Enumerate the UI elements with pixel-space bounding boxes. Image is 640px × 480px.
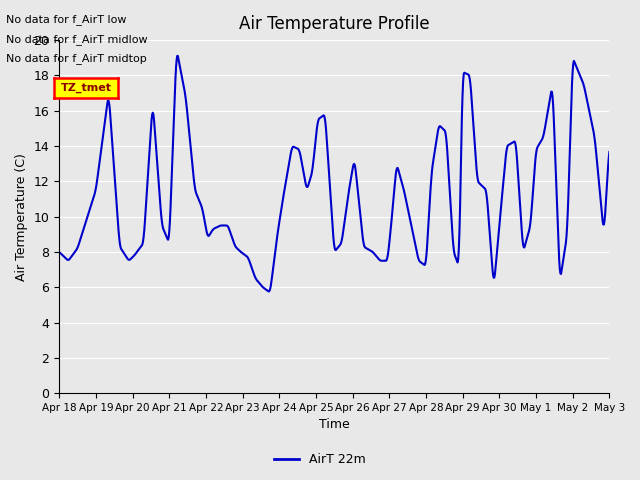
Text: No data for f_AirT low: No data for f_AirT low [6,14,127,25]
X-axis label: Time: Time [319,419,349,432]
Text: No data for f_AirT midlow: No data for f_AirT midlow [6,34,148,45]
Text: TZ_tmet: TZ_tmet [61,83,112,94]
Title: Air Temperature Profile: Air Temperature Profile [239,15,429,33]
Legend: AirT 22m: AirT 22m [269,448,371,471]
Text: No data for f_AirT midtop: No data for f_AirT midtop [6,53,147,64]
Y-axis label: Air Termperature (C): Air Termperature (C) [15,153,28,280]
